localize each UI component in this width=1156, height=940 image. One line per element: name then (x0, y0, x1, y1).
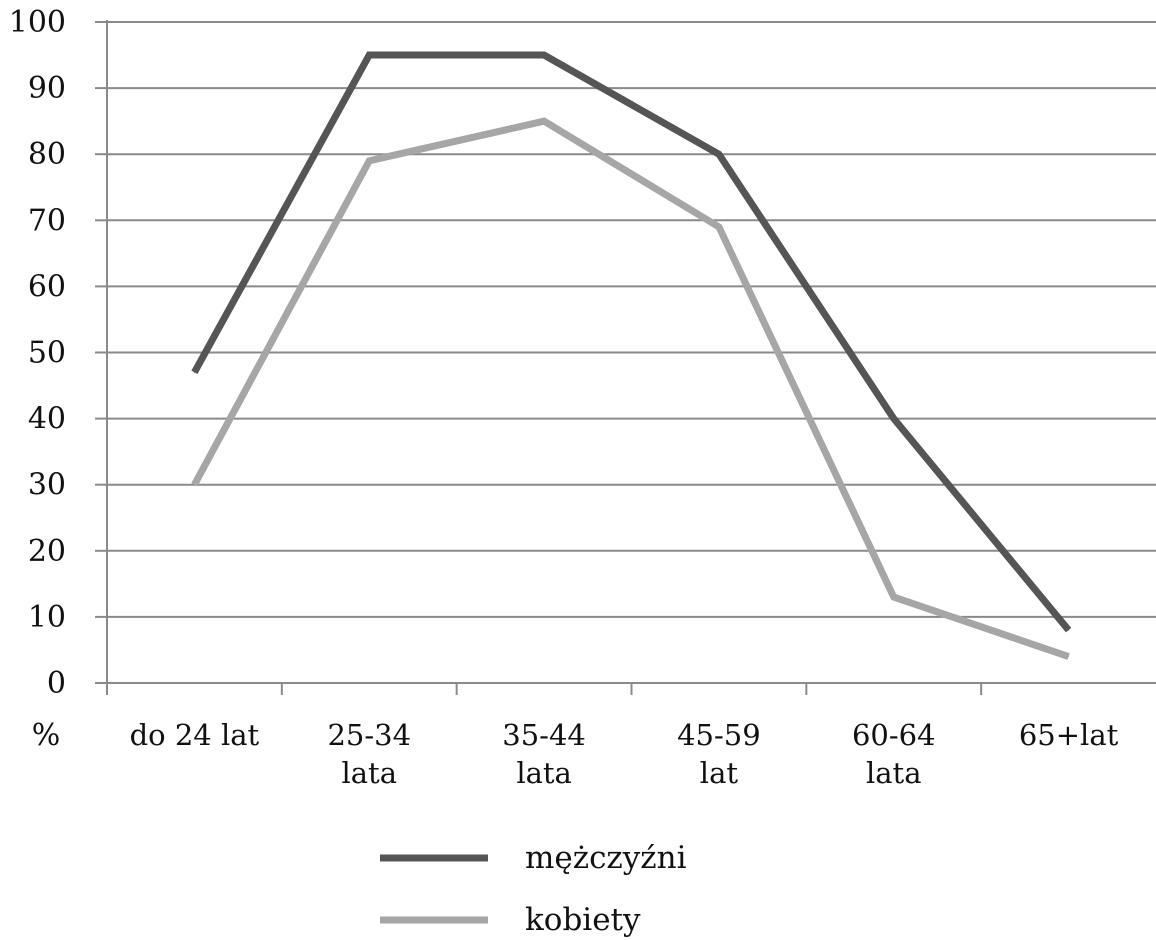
y-tick-label: 50 (28, 336, 66, 371)
x-tick-label-line: lata (866, 756, 922, 790)
data-point (718, 153, 720, 155)
axes (95, 20, 1156, 695)
x-tick-label-line: lata (341, 756, 397, 790)
x-tick-label: 35-44 lata (502, 718, 586, 790)
data-point (368, 54, 370, 56)
x-tick-labels: do 24 lat 25-34 lata 35-44 lata 45-59 lat 60-64… (130, 718, 1119, 790)
x-tick-label-line: lata (516, 756, 572, 790)
y-tick-label: 100 (9, 5, 66, 40)
y-tick-label: 90 (28, 71, 66, 106)
x-tick-label: 45-59 lat (677, 718, 761, 790)
y-tick-label: 30 (28, 468, 66, 503)
x-tick-label-line: 25-34 (327, 718, 411, 752)
x-tick-label-line: 45-59 (677, 718, 761, 752)
x-tick-label: 65+lat (1019, 718, 1119, 752)
gridlines (107, 21, 1156, 618)
data-point (543, 54, 545, 56)
y-unit-label: % (32, 718, 61, 753)
data-point (368, 160, 370, 162)
y-tick-label: 10 (28, 600, 66, 635)
legend: mężczyźni kobiety (380, 840, 687, 938)
legend-label: mężczyźni (525, 840, 687, 876)
data-point (893, 596, 895, 598)
y-tick-label: 60 (28, 269, 66, 304)
data-point (193, 484, 195, 486)
y-tick-label: 0 (47, 666, 66, 701)
x-tick-label: 25-34 lata (327, 718, 411, 790)
x-tick-label: do 24 lat (130, 718, 260, 752)
data-point (893, 418, 895, 420)
legend-label: kobiety (525, 902, 641, 938)
data-point (543, 120, 545, 122)
y-tick-label: 40 (28, 402, 66, 437)
data-point (718, 226, 720, 228)
data-point (1068, 629, 1070, 631)
series-line-women (191, 117, 1070, 660)
data-point (193, 371, 195, 373)
series-lines (191, 51, 1072, 660)
series-line-men (191, 51, 1072, 633)
data-point (1068, 656, 1070, 658)
x-tick-label: 60-64 lata (852, 718, 936, 790)
x-tick-label-line: 60-64 (852, 718, 936, 752)
x-tick-label-line: lat (700, 756, 739, 790)
y-tick-label: 70 (28, 203, 66, 238)
x-tick-label-line: 35-44 (502, 718, 586, 752)
y-tick-labels: 0 10 20 30 40 50 60 70 80 90 100 (9, 5, 66, 701)
x-tick-label-line: do 24 lat (130, 718, 260, 752)
y-tick-label: 20 (28, 534, 66, 569)
y-tick-label: 80 (28, 137, 66, 172)
x-tick-label-line: 65+lat (1019, 718, 1119, 752)
